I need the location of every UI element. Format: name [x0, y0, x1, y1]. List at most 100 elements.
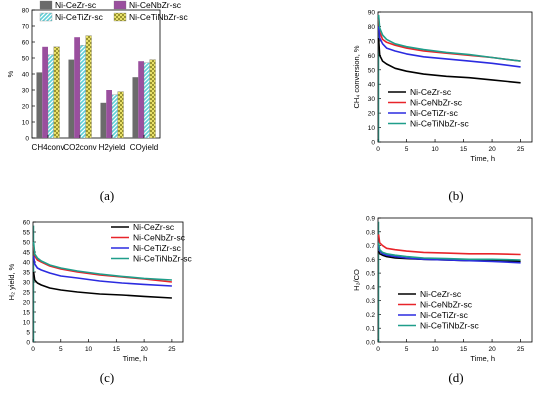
y-tick-label: 0.4: [366, 284, 375, 291]
panel-label: (d): [448, 370, 463, 385]
legend-entry: Ni-CeTiNbZr-sc: [420, 321, 479, 331]
x-tick-label: 20: [488, 346, 496, 353]
x-tick-label: 25: [168, 346, 176, 353]
bar-CO2conv-Ni-CeTiNbZr-sc: [85, 35, 92, 139]
x-tick-label: H2yield: [99, 143, 126, 152]
y-tick-label: 0.1: [366, 326, 375, 333]
y-tick-label: 40: [23, 260, 31, 267]
x-tick-label: 0: [376, 346, 380, 353]
bar-COyield-Ni-CeNbZr-sc: [138, 61, 144, 139]
y-tick-label: 0.3: [366, 298, 375, 305]
x-tick-label: 5: [59, 346, 63, 353]
panel-label: (c): [100, 370, 114, 385]
legend-entry: Ni-CeTiZr-sc: [420, 310, 469, 320]
y-tick-label: 20: [22, 104, 30, 111]
bar-CO2conv-Ni-CeNbZr-sc: [74, 37, 80, 139]
legend-entry: Ni-CeTiZr-sc: [410, 108, 459, 118]
bar-COyield-Ni-CeTiNbZr-sc: [149, 59, 156, 139]
legend-entry: Ni-CeTiZr-sc: [55, 12, 104, 22]
legend-swatch: [113, 0, 127, 10]
series-line-Ni-CeZr-sc: [32, 271, 172, 299]
x-axis-label: Time, h: [470, 354, 495, 363]
bar-CO2conv-Ni-CeZr-sc: [68, 59, 75, 138]
bar-CH4conv-Ni-CeTiNbZr-sc: [53, 46, 60, 139]
x-tick-label: 15: [460, 146, 468, 153]
y-tick-label: 35: [23, 270, 31, 277]
x-tick-label: 0: [376, 146, 380, 153]
bar-H2yield-Ni-CeTiZr-sc: [111, 94, 118, 139]
legend-entry: Ni-CeTiZr-sc: [133, 243, 182, 253]
y-axis-label: CH₄ conversion, %: [352, 45, 361, 108]
x-tick-label: 15: [460, 346, 468, 353]
x-tick-label: CO2conv: [63, 143, 96, 152]
bar-COyield-Ni-CeZr-sc: [132, 77, 139, 138]
legend-entry: Ni-CeTiNbZr-sc: [410, 119, 469, 129]
y-axis-label: H₂/CO: [352, 269, 361, 291]
y-tick-label: 30: [23, 280, 31, 287]
series-line-Ni-CeTiNbZr-sc: [377, 14, 521, 62]
x-tick-label: CH4conv: [32, 143, 65, 152]
y-tick-label: 50: [368, 67, 376, 74]
series-line-Ni-CeZr-sc: [377, 37, 521, 84]
panel-label: (b): [448, 188, 463, 203]
legend-entry: Ni-CeZr-sc: [133, 222, 175, 232]
y-tick-label: 10: [368, 125, 376, 132]
y-tick-label: 0.8: [366, 229, 375, 236]
y-tick-label: 20: [368, 111, 376, 118]
series-line-Ni-CeNbZr-sc: [377, 234, 521, 256]
series-line-Ni-CeNbZr-sc: [377, 19, 521, 62]
legend-entry: Ni-CeTiNbZr-sc: [133, 254, 192, 264]
y-tick-label: 50: [23, 240, 31, 247]
x-tick-label: 0: [31, 346, 35, 353]
y-tick-label: 0.2: [366, 312, 375, 319]
legend-entry: Ni-CeNbZr-sc: [420, 300, 473, 310]
y-tick-label: 0.5: [366, 271, 375, 278]
chart-panel-4: (d) 0.0 0.1 0.2 0.3 0.4 0.5 0.6 0.7 0.8 0.9 H₂/CO 0 5…: [352, 216, 533, 385]
x-tick-label: 10: [85, 346, 93, 353]
x-tick-label: COyield: [130, 143, 158, 152]
x-tick-label: 25: [517, 146, 525, 153]
y-tick-label: 10: [22, 120, 30, 127]
y-tick-label: 60: [23, 220, 31, 227]
y-tick-label: 45: [23, 250, 31, 257]
series-line-Ni-CeTiZr-sc: [32, 255, 172, 287]
legend-swatch: [39, 0, 53, 10]
y-tick-label: 0.9: [366, 216, 375, 223]
y-tick-label: 0: [26, 340, 30, 347]
x-tick-label: 25: [517, 346, 525, 353]
y-tick-label: 0.7: [366, 243, 375, 250]
bar-H2yield-Ni-CeZr-sc: [100, 102, 107, 138]
legend-entry: Ni-CeZr-sc: [55, 0, 97, 10]
bar-COyield-Ni-CeTiZr-sc: [143, 62, 150, 139]
y-tick-label: 50: [22, 56, 30, 63]
y-tick-label: 30: [22, 88, 30, 95]
bar-H2yield-Ni-CeNbZr-sc: [106, 90, 112, 138]
legend-swatch: [39, 12, 53, 22]
y-tick-label: 60: [368, 53, 376, 60]
y-tick-label: 30: [368, 96, 376, 103]
bar-H2yield-Ni-CeTiNbZr-sc: [117, 91, 124, 139]
legend-entry: Ni-CeNbZr-sc: [129, 0, 182, 10]
series-line-Ni-CeTiNbZr-sc: [377, 242, 521, 261]
y-tick-label: 25: [23, 290, 31, 297]
x-axis-label: Time, h: [470, 154, 495, 163]
y-tick-label: 0.0: [366, 340, 375, 347]
y-tick-label: 40: [368, 82, 376, 89]
x-axis-label: Time, h: [123, 354, 148, 363]
x-tick-label: 15: [113, 346, 121, 353]
y-tick-label: 40: [22, 72, 30, 79]
x-tick-label: 5: [405, 146, 409, 153]
legend-entry: Ni-CeTiNbZr-sc: [129, 12, 188, 22]
y-tick-label: 10: [23, 320, 31, 327]
y-tick-label: 0.6: [366, 257, 375, 264]
series-line-Ni-CeTiNbZr-sc: [32, 241, 172, 281]
chart-panel-2: (b) 0 10 20 30 40 50 60 70 80 90 CH₄ conversion, % 0…: [352, 10, 533, 203]
x-tick-label: 10: [431, 346, 439, 353]
bar-CH4conv-Ni-CeTiZr-sc: [47, 54, 54, 139]
y-tick-label: 15: [23, 310, 31, 317]
x-tick-label: 10: [431, 146, 439, 153]
y-tick-label: 70: [368, 38, 376, 45]
